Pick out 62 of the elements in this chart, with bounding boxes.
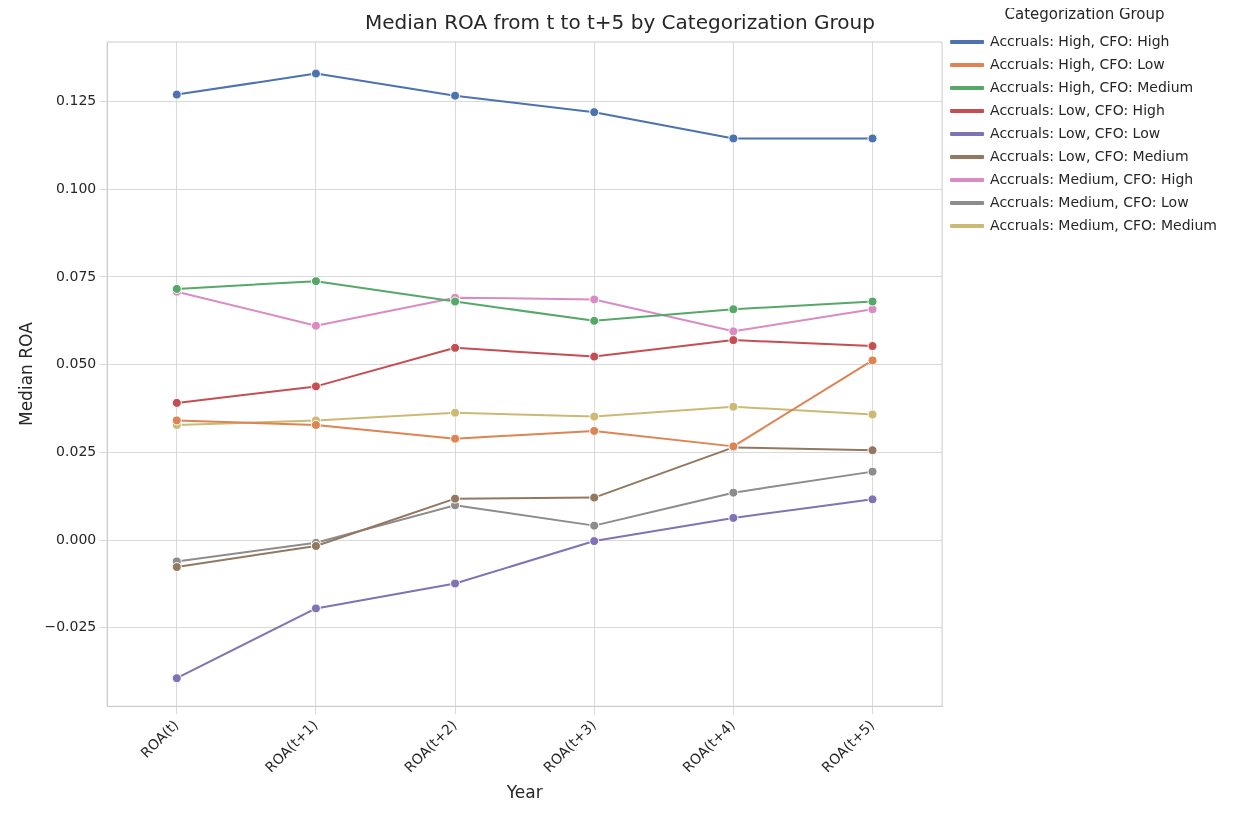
y-tick-label: −0.025 [44, 618, 97, 635]
y-tick-label: 0.025 [56, 442, 97, 459]
point [867, 409, 878, 420]
point [589, 520, 600, 531]
point [310, 419, 321, 430]
point [171, 415, 182, 426]
legend-label: Accruals: Low, CFO: Medium [990, 147, 1189, 164]
point [867, 445, 878, 456]
point [450, 90, 461, 101]
point [867, 466, 878, 477]
y-tick-label: 0.125 [56, 92, 97, 109]
point [589, 315, 600, 326]
legend-label: Accruals: High, CFO: Low [990, 55, 1165, 72]
legend-label: Accruals: High, CFO: High [990, 32, 1170, 49]
point [589, 411, 600, 422]
point [450, 578, 461, 589]
point [310, 320, 321, 331]
y-tick-label: 0.100 [56, 179, 97, 196]
point [589, 492, 600, 503]
point [867, 341, 878, 352]
point [867, 133, 878, 144]
point [171, 562, 182, 573]
point [589, 536, 600, 547]
point [310, 276, 321, 287]
point [171, 89, 182, 100]
point [171, 397, 182, 408]
point [728, 133, 739, 144]
legend-label: Accruals: High, CFO: Medium [990, 78, 1194, 95]
point [310, 603, 321, 614]
point [728, 512, 739, 523]
point [450, 433, 461, 444]
point [450, 493, 461, 504]
chart-title: Median ROA from t to t+5 by Categorization Group [365, 10, 875, 35]
point [450, 407, 461, 418]
legend-label: Accruals: Medium, CFO: Medium [990, 216, 1218, 233]
point [728, 401, 739, 412]
point [171, 673, 182, 684]
point [589, 425, 600, 436]
point [450, 342, 461, 353]
point [589, 107, 600, 118]
point [728, 304, 739, 315]
legend-label: Accruals: Medium, CFO: High [990, 170, 1194, 187]
point [728, 326, 739, 337]
point [450, 296, 461, 307]
legend-label: Accruals: Low, CFO: High [990, 101, 1165, 118]
point [867, 296, 878, 307]
y-tick-label: 0.000 [56, 530, 97, 547]
point [867, 355, 878, 366]
point [589, 294, 600, 305]
point [310, 68, 321, 79]
point [728, 335, 739, 346]
x-axis-title: Year [505, 782, 543, 803]
legend-label: Accruals: Low, CFO: Low [990, 124, 1161, 141]
legend-label: Accruals: Medium, CFO: Low [990, 193, 1189, 210]
y-axis-title: Median ROA [15, 321, 36, 427]
point [867, 494, 878, 505]
point [310, 381, 321, 392]
y-tick-label: 0.075 [56, 267, 97, 284]
point [589, 351, 600, 362]
y-tick-label: 0.050 [56, 355, 97, 372]
point [728, 487, 739, 498]
legend-title: Categorization Group [1004, 5, 1165, 24]
